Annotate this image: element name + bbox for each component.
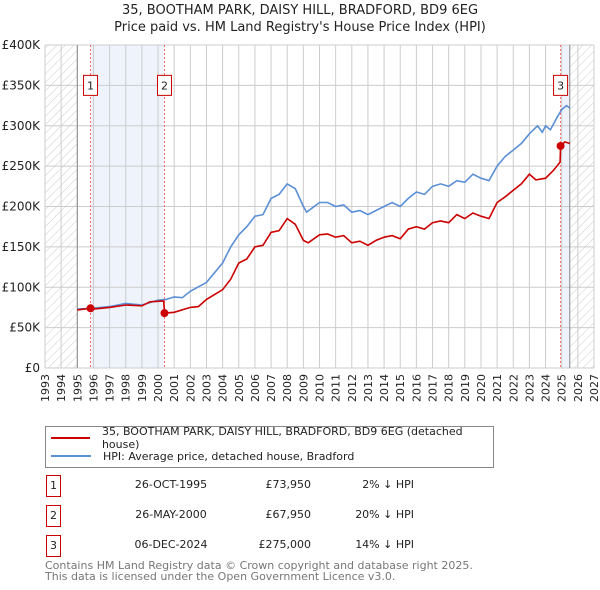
table-row: 3 06-DEC-2024 £275,000 14% ↓ HPI <box>46 535 414 557</box>
x-tick-label: 2017 <box>427 374 440 402</box>
sale-point <box>556 141 565 150</box>
y-tick-label: £200K <box>2 200 42 214</box>
legend-property: 35, BOOTHAM PARK, DAISY HILL, BRADFORD, … <box>101 425 463 451</box>
x-tick-label: 2011 <box>330 374 343 402</box>
x-tick-label: 2002 <box>184 374 197 402</box>
chart-title: 35, BOOTHAM PARK, DAISY HILL, BRADFORD, … <box>121 3 479 18</box>
hpi-series-line <box>77 104 571 310</box>
x-tick-label: 2010 <box>314 374 327 402</box>
x-tick-label: 1998 <box>120 374 133 402</box>
x-tick-label: 2024 <box>540 374 553 402</box>
y-tick-label: £50K <box>9 321 41 335</box>
sale-label-box <box>83 74 99 96</box>
sale-label-box <box>156 74 172 96</box>
x-tick-label: 2025 <box>556 374 569 402</box>
x-tick-label: 2001 <box>168 374 181 402</box>
price-chart: 1993 1994 1995 1996 1997 1998 1999 2000 2001 2002… <box>2 38 600 402</box>
hpi-diff: 14% ↓ HPI <box>355 538 414 551</box>
hpi-legend-line <box>51 455 91 457</box>
sale-price: £73,950 <box>265 478 312 491</box>
sale-label: 1 <box>87 79 94 92</box>
x-tick-label: 2013 <box>362 374 375 402</box>
x-tick-label: 1997 <box>104 374 117 402</box>
x-tick-label: 1993 <box>39 374 52 402</box>
property-series-line <box>77 140 571 314</box>
x-tick-label: 1994 <box>55 374 68 402</box>
x-tick-label: 2004 <box>217 374 230 402</box>
footer-copyright: Contains HM Land Registry data © Crown c… <box>45 559 473 572</box>
x-tick-label: 2020 <box>475 374 488 402</box>
y-tick-label: £400K <box>2 38 42 52</box>
x-tick-label: 2021 <box>491 374 504 402</box>
marker-badge: 2 <box>46 505 61 527</box>
sale-price: £275,000 <box>258 538 312 551</box>
x-tick-label: 1995 <box>71 374 84 402</box>
footer-licence: This data is licensed under the Open Gov… <box>45 570 396 583</box>
sale-date: 06-DEC-2024 <box>134 538 208 551</box>
sale-point <box>86 304 95 313</box>
legend-hpi: HPI: Average price, detached house, Brad… <box>103 449 355 463</box>
sale-price: £67,950 <box>265 508 312 521</box>
hpi-diff: 20% ↓ HPI <box>355 508 414 521</box>
x-tick-label: 2019 <box>459 374 472 402</box>
y-tick-label: £150K <box>2 240 42 254</box>
x-tick-label: 2012 <box>346 374 359 402</box>
sale-point <box>160 309 169 318</box>
x-tick-label: 2018 <box>443 374 456 402</box>
x-tick-label: 2006 <box>249 374 262 402</box>
table-row: 2 26-MAY-2000 £67,950 20% ↓ HPI <box>46 505 414 527</box>
y-tick-label: £100K <box>2 280 42 294</box>
x-tick-label: 2027 <box>588 374 600 402</box>
marker-badge: 3 <box>46 535 61 557</box>
x-tick-label: 2007 <box>265 374 278 402</box>
sale-label: 2 <box>161 79 168 92</box>
y-tick-label: £350K <box>2 78 42 92</box>
x-tick-label: 2008 <box>281 374 294 402</box>
sale-label-box <box>553 74 569 96</box>
y-tick-label: £250K <box>2 159 42 173</box>
hpi-diff: 2% ↓ HPI <box>362 478 414 491</box>
sale-label: 3 <box>557 79 564 92</box>
sale-date: 26-MAY-2000 <box>135 508 207 521</box>
table-row: 1 26-OCT-1995 £73,950 2% ↓ HPI <box>46 475 414 497</box>
x-tick-label: 2015 <box>394 374 407 402</box>
x-tick-label: 2016 <box>410 374 423 402</box>
x-tick-label: 2000 <box>152 374 165 402</box>
x-tick-label: 2026 <box>572 374 585 402</box>
sale-date: 26-OCT-1995 <box>134 478 208 491</box>
x-tick-label: 2005 <box>233 374 246 402</box>
x-tick-label: 2022 <box>507 374 520 402</box>
marker-badge: 1 <box>46 475 61 497</box>
x-tick-label: 1996 <box>87 374 100 402</box>
x-tick-label: 2009 <box>297 374 310 402</box>
x-tick-label: 2003 <box>200 374 213 402</box>
legend: 35, BOOTHAM PARK, DAISY HILL, BRADFORD, … <box>45 425 494 468</box>
x-tick-label: 2023 <box>523 374 536 402</box>
property-legend-line <box>51 437 90 439</box>
y-tick-label: £0 <box>25 361 40 375</box>
x-tick-label: 1999 <box>136 374 149 402</box>
x-tick-label: 2014 <box>378 374 391 402</box>
y-tick-label: £300K <box>2 119 42 133</box>
chart-subtitle: Price paid vs. HM Land Registry's House … <box>114 20 486 35</box>
